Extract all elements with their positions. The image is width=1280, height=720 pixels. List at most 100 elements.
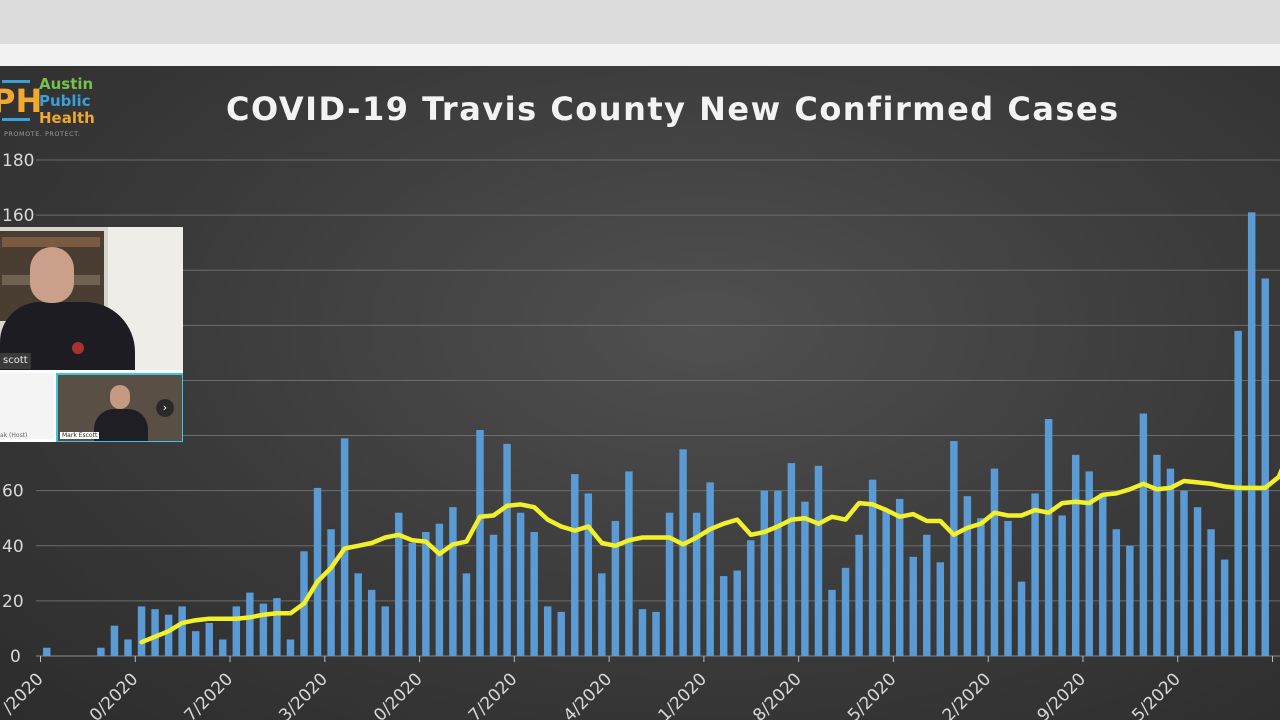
- x-tick-label: 4/2020: [560, 669, 616, 720]
- shelf-books-top: [2, 237, 100, 247]
- uniform-patch-icon: [72, 342, 84, 354]
- bar: [449, 507, 457, 656]
- x-tick-label: 9/2020: [1034, 669, 1090, 720]
- bar: [1261, 278, 1269, 656]
- next-participant-icon[interactable]: ›: [156, 399, 174, 417]
- bar: [665, 512, 674, 656]
- window-frame: [0, 44, 1280, 66]
- speaker-video[interactable]: scott: [0, 227, 183, 370]
- bar: [611, 520, 620, 656]
- y-tick-label: 180: [2, 151, 34, 171]
- x-tick-label: 0/2020: [370, 669, 426, 720]
- bar: [476, 430, 484, 656]
- participant-label-host: ak (Host): [0, 432, 28, 439]
- participant-thumbnail-host[interactable]: ak (Host): [0, 373, 54, 439]
- bar: [787, 463, 796, 656]
- bar: [882, 509, 890, 656]
- x-tick-label: 0/2020: [86, 669, 142, 720]
- bar: [1058, 515, 1066, 656]
- bar: [1099, 493, 1107, 656]
- bar: [841, 567, 850, 656]
- bar: [638, 609, 647, 656]
- participant-body: [94, 409, 148, 441]
- y-tick-label: 60: [2, 482, 24, 502]
- bar: [286, 639, 295, 656]
- x-tick-label: 7/2020: [465, 669, 521, 720]
- bar: [43, 647, 51, 656]
- video-call-overlay[interactable]: scott ak (Host) › Mark Escott: [0, 227, 183, 442]
- logo-word-public: Public: [39, 92, 91, 110]
- bar: [543, 606, 552, 656]
- participant-label-mark-escott: Mark Escott: [60, 432, 100, 439]
- bar: [760, 490, 769, 656]
- bar: [814, 465, 823, 656]
- bar: [246, 592, 254, 656]
- bar: [97, 647, 105, 656]
- bar: [327, 529, 335, 656]
- bar: [110, 625, 119, 656]
- bar: [774, 490, 782, 656]
- bar: [354, 573, 362, 656]
- austin-public-health-logo: PH Austin Public Health PROMOTE. PROTECT…: [0, 72, 110, 144]
- bar: [462, 573, 471, 656]
- y-tick-label: 40: [2, 537, 24, 557]
- presentation-slide: 020406080100120140160180/20200/20207/202…: [0, 66, 1280, 720]
- logo-accent-top: [2, 80, 30, 83]
- participant-thumbnail-mark-escott[interactable]: › Mark Escott: [56, 373, 183, 442]
- bar: [1180, 490, 1188, 656]
- bar: [530, 532, 538, 656]
- bar: [273, 598, 281, 656]
- bar: [855, 534, 863, 656]
- x-tick-label: 5/2020: [1128, 669, 1184, 720]
- bar: [1126, 545, 1134, 656]
- bar: [151, 609, 159, 656]
- bar: [1247, 212, 1256, 656]
- bar: [395, 512, 403, 656]
- participant-head: [110, 385, 130, 409]
- bar: [1085, 471, 1093, 656]
- bar: [977, 518, 985, 656]
- logo-mark: PH: [0, 82, 43, 120]
- moving-average-line: [139, 468, 1280, 645]
- bar: [963, 496, 972, 656]
- bar: [1017, 581, 1026, 656]
- bar: [1207, 529, 1215, 656]
- x-tick-label: 5/2020: [844, 669, 900, 720]
- speaker-head: [30, 247, 74, 303]
- bar: [137, 606, 146, 656]
- x-tick-label: 7/2020: [181, 669, 237, 720]
- bar: [936, 562, 945, 656]
- browser-chrome: [0, 0, 1280, 45]
- bar: [178, 606, 186, 656]
- bar: [652, 611, 660, 656]
- bar: [381, 606, 389, 656]
- y-tick-label: 160: [2, 206, 34, 226]
- bar: [313, 487, 322, 656]
- bar: [1193, 507, 1202, 656]
- bar: [164, 614, 173, 656]
- bar: [733, 570, 741, 656]
- bar: [1166, 468, 1175, 656]
- bar: [516, 512, 525, 656]
- bar: [1044, 419, 1053, 656]
- chart-title: COVID-19 Travis County New Confirmed Cas…: [226, 90, 1120, 128]
- bar: [219, 639, 227, 656]
- bar: [801, 501, 809, 656]
- logo-word-austin: Austin: [39, 75, 94, 93]
- bar: [679, 449, 687, 656]
- bar: [598, 573, 606, 656]
- bar: [828, 589, 836, 656]
- bar: [950, 441, 958, 656]
- x-tick-label: 2/2020: [939, 669, 995, 720]
- x-tick-label: 1/2020: [654, 669, 710, 720]
- bar: [706, 482, 714, 656]
- bar: [124, 639, 132, 656]
- bar: [1234, 330, 1242, 656]
- logo-tagline: PROMOTE. PROTECT.: [4, 130, 81, 138]
- bar: [503, 443, 511, 656]
- bar: [868, 479, 877, 656]
- bar: [1071, 454, 1080, 656]
- bar: [489, 534, 498, 656]
- bar: [1112, 529, 1121, 656]
- bar: [584, 493, 593, 656]
